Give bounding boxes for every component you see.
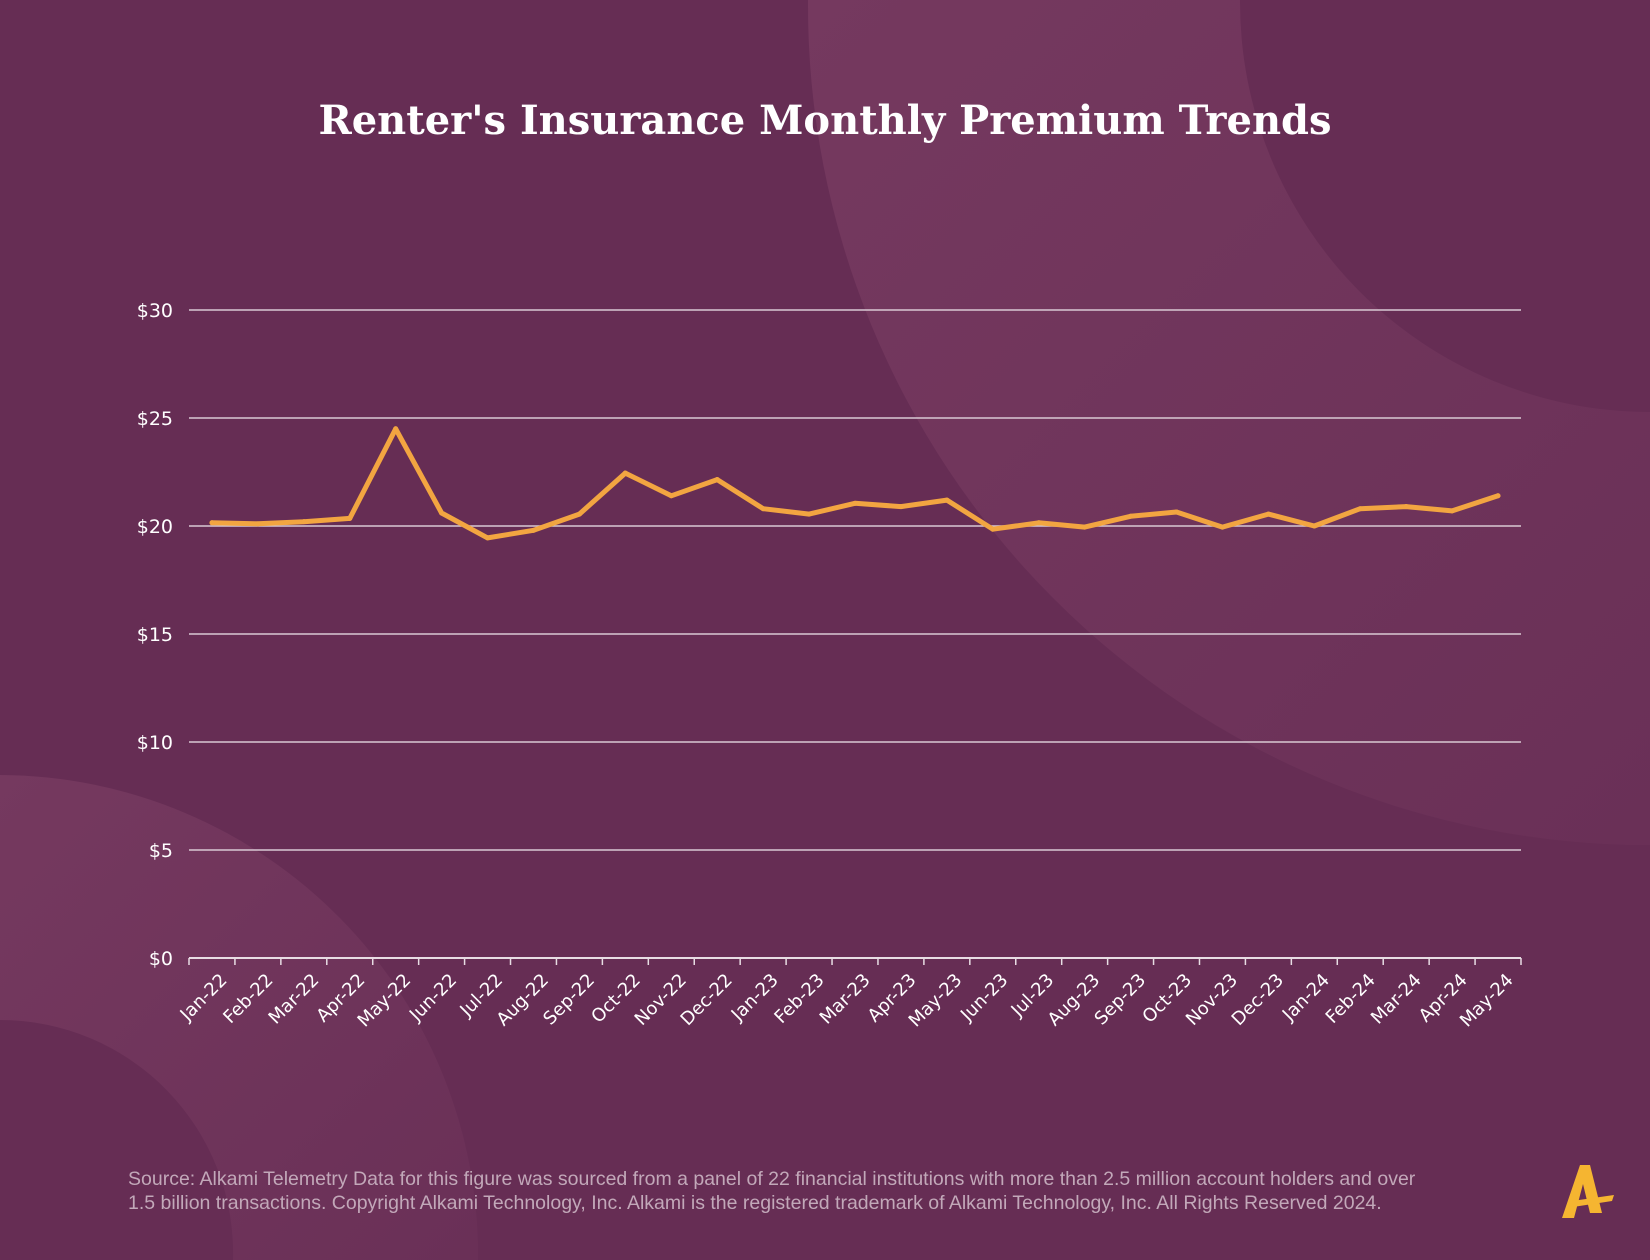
data-point [944, 497, 950, 503]
x-tick-label: Dec-22 [677, 970, 737, 1030]
source-line-1: Source: Alkami Telemetry Data for this f… [128, 1168, 1416, 1190]
data-point [1311, 523, 1317, 529]
x-tick-label: Mar-23 [816, 970, 875, 1029]
data-point [806, 511, 812, 517]
x-tick-label: Sep-22 [539, 970, 599, 1030]
data-point [622, 470, 628, 476]
chart-title: Renter's Insurance Monthly Premium Trend… [318, 97, 1331, 144]
data-point [1219, 524, 1225, 530]
data-point [347, 515, 353, 521]
data-point [990, 526, 996, 532]
data-point [898, 504, 904, 510]
data-point [576, 511, 582, 517]
data-point [760, 506, 766, 512]
data-point [530, 527, 536, 533]
data-point [439, 510, 445, 516]
x-tick-label: Dec-23 [1228, 970, 1288, 1030]
x-tick-label: Aug-23 [1044, 970, 1104, 1030]
x-tick-label: Jun-23 [956, 970, 1012, 1026]
y-tick-label: $15 [137, 624, 173, 646]
data-point [1265, 511, 1271, 517]
data-point [1495, 493, 1501, 499]
y-tick-label: $25 [137, 408, 173, 430]
data-point [255, 521, 261, 527]
alkami-logo-icon [1562, 1165, 1614, 1218]
data-point [714, 477, 720, 483]
y-axis-ticks: $0 $5 $10 $15 $20 $25 $30 [137, 300, 173, 970]
data-point [485, 535, 491, 541]
data-point [1174, 509, 1180, 515]
x-tick-label: Sep-23 [1091, 970, 1151, 1030]
data-point [852, 500, 858, 506]
data-point [209, 520, 215, 526]
background-arc-bottom-left [0, 775, 479, 1260]
y-tick-label: $10 [137, 732, 173, 754]
data-point [1403, 504, 1409, 510]
source-line-2: 1.5 billion transactions. Copyright Alka… [128, 1192, 1382, 1214]
source-note: Source: Alkami Telemetry Data for this f… [128, 1167, 1508, 1215]
data-point [1036, 520, 1042, 526]
data-point [1357, 506, 1363, 512]
x-axis: Jan-22Feb-22Mar-22Apr-22May-22Jun-22Jul-… [176, 957, 1522, 1031]
y-tick-label: $0 [149, 948, 173, 970]
data-point [1128, 513, 1134, 519]
x-tick-label: Mar-24 [1367, 970, 1426, 1029]
series-layer [209, 426, 1501, 541]
y-tick-label: $5 [149, 840, 173, 862]
y-tick-label: $30 [137, 300, 173, 322]
data-point [1449, 508, 1455, 514]
data-point [668, 493, 674, 499]
x-tick-label: Jun-22 [405, 970, 461, 1026]
data-point [301, 519, 307, 525]
x-tick-label: Mar-22 [265, 970, 324, 1029]
y-tick-label: $20 [137, 516, 173, 538]
data-point [393, 426, 399, 432]
data-point [1082, 524, 1088, 530]
gridlines [189, 309, 1521, 851]
x-tick-label: Aug-22 [493, 970, 553, 1030]
series-line [209, 426, 1501, 541]
